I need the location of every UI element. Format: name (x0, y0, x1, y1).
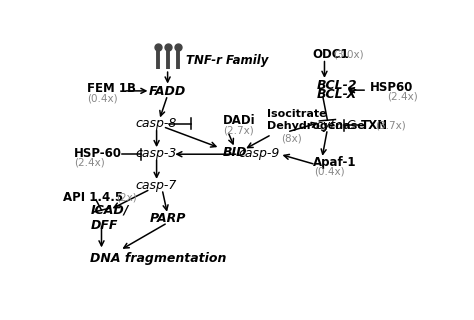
Text: casp-9: casp-9 (239, 147, 280, 160)
Text: TNF-r Family: TNF-r Family (186, 54, 268, 67)
Text: DADi: DADi (223, 115, 255, 127)
Text: casp-3: casp-3 (136, 147, 177, 160)
Text: Apaf-1: Apaf-1 (313, 156, 356, 169)
Text: PARP: PARP (149, 212, 186, 225)
Text: (8x): (8x) (282, 134, 302, 144)
Text: (0.4x): (0.4x) (315, 167, 345, 177)
Text: (2.7x): (2.7x) (223, 126, 254, 136)
Text: DNA fragmentation: DNA fragmentation (91, 252, 227, 265)
Text: (3.0x): (3.0x) (333, 49, 364, 60)
Text: (2.4x): (2.4x) (74, 158, 105, 168)
Text: ICAD/
DFF: ICAD/ DFF (91, 204, 129, 232)
Text: casp-7: casp-7 (136, 179, 177, 192)
Text: FEM 1B: FEM 1B (87, 83, 136, 95)
Text: casp-8: casp-8 (136, 117, 177, 131)
Text: BCL-X: BCL-X (316, 88, 356, 101)
Text: (2x): (2x) (116, 192, 137, 202)
Text: API 1.4.5: API 1.4.5 (63, 191, 123, 204)
Text: Isocitrate
Dehydrogenase: Isocitrate Dehydrogenase (267, 109, 365, 131)
Text: FADD: FADD (149, 85, 186, 98)
Text: (0.4x): (0.4x) (87, 93, 118, 103)
Text: (2.4x): (2.4x) (387, 91, 418, 101)
Text: cyto C: cyto C (316, 119, 356, 132)
Text: ODC1: ODC1 (313, 48, 349, 61)
Text: BCL-2: BCL-2 (316, 79, 357, 92)
Text: HSP60: HSP60 (370, 81, 413, 94)
Text: BID: BID (223, 147, 247, 159)
Text: TXN: TXN (360, 119, 388, 132)
Text: HSP-60: HSP-60 (74, 147, 122, 160)
Text: (3.7x): (3.7x) (375, 120, 406, 130)
